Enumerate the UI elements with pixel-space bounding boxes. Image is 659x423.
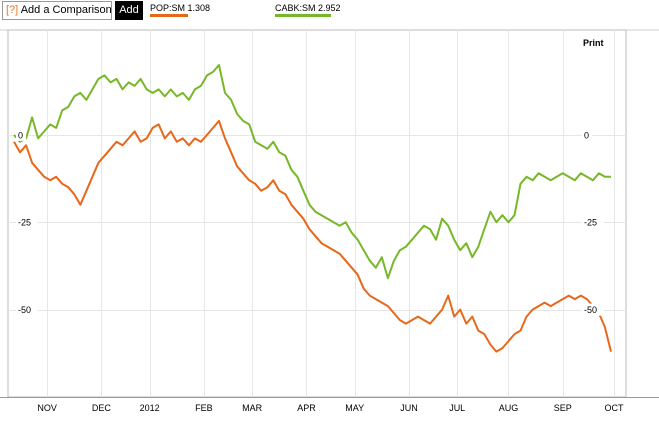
series-line-cabk — [13, 64, 611, 280]
y-tick-label-bg — [582, 128, 592, 141]
x-tick-label: DEC — [92, 403, 112, 413]
add-button[interactable]: Add — [115, 1, 143, 20]
add-comparison-button[interactable]: [?] Add a Comparison — [2, 1, 112, 20]
x-tick-label: APR — [297, 403, 316, 413]
x-tick-label: 2012 — [140, 403, 160, 413]
chart-toolbar: [?] Add a Comparison Add POP:SM 1.308 CA… — [0, 0, 659, 24]
y-tick-label-bg — [16, 216, 38, 229]
y-tick-label-right: -25 — [584, 218, 597, 228]
legend-swatch-pop — [150, 14, 188, 17]
help-icon[interactable]: [?] — [6, 4, 19, 16]
print-button[interactable]: Print — [583, 38, 604, 48]
legend-item-cabk: CABK:SM 2.952 — [275, 3, 341, 17]
x-tick-label: NOV — [37, 403, 57, 413]
y-tick-label-left: -25 — [18, 218, 31, 228]
y-tick-label-bg — [16, 128, 26, 141]
x-tick-label: OCT — [604, 403, 624, 413]
y-tick-label-right: 0 — [584, 130, 589, 140]
legend-item-pop: POP:SM 1.308 — [150, 3, 210, 17]
x-tick-label: SEP — [554, 403, 572, 413]
add-comparison-label: Add a Comparison — [20, 4, 112, 16]
legend-label-pop: POP:SM 1.308 — [150, 3, 211, 13]
y-tick-label-left: -50 — [18, 305, 31, 315]
legend-label-cabk: CABK:SM 2.952 — [275, 3, 341, 13]
x-tick-label: MAR — [242, 403, 263, 413]
series-line-pop — [13, 119, 612, 353]
x-tick-label: JUN — [400, 403, 418, 413]
x-tick-label: FEB — [195, 403, 213, 413]
y-tick-label-right: -50 — [584, 305, 597, 315]
x-tick-label: JUL — [449, 403, 465, 413]
x-tick-label: AUG — [499, 403, 519, 413]
x-tick-label: MAY — [345, 403, 364, 413]
y-tick-label-bg — [16, 303, 38, 316]
y-tick-label-bg — [582, 303, 604, 316]
legend-swatch-cabk — [275, 14, 331, 17]
y-tick-label-left: 0 — [18, 130, 23, 140]
y-tick-label-bg — [582, 216, 604, 229]
